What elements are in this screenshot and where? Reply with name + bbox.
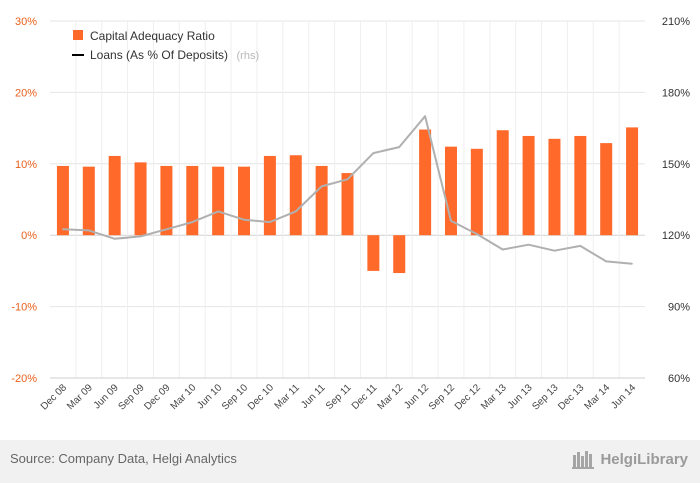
line-point	[269, 221, 271, 223]
bar	[496, 130, 509, 236]
line-point	[320, 185, 323, 188]
gridlines	[50, 20, 645, 379]
x-tick-label: Dec 11	[350, 382, 380, 412]
x-tick-label: Jun 12	[402, 382, 431, 411]
brand-logo: HelgiLibrary	[572, 449, 688, 469]
line-point	[527, 243, 530, 246]
bar	[626, 127, 639, 236]
y-left-tick-label: -20%	[11, 373, 37, 385]
line-point	[346, 178, 349, 181]
library-icon	[572, 451, 595, 469]
chart: -20% -10% 0% 10% 20% 30% 60% 90% 120% 150% 180% 21…	[11, 16, 690, 413]
line-point	[62, 228, 64, 231]
x-tick-label: Sep 09	[116, 382, 146, 412]
y-left-tick-label: 10%	[15, 159, 37, 171]
footer: Source: Company Data, Helgi Analytics He…	[0, 440, 700, 483]
legend-label-line-text: Loans (As % Of Deposits)	[90, 48, 228, 62]
y-axis-left: -20% -10% 0% 10% 20% 30%	[11, 16, 37, 385]
line-point	[424, 115, 426, 117]
bar	[82, 166, 95, 236]
x-tick-label: Mar 11	[273, 382, 303, 412]
y-right-tick-label: 180%	[662, 87, 690, 99]
bar	[444, 146, 457, 236]
x-tick-label: Jun 11	[299, 382, 328, 411]
bar	[341, 173, 354, 236]
bar	[238, 166, 251, 236]
y-left-tick-label: 20%	[15, 87, 37, 99]
y-right-tick-label: 90%	[668, 302, 690, 314]
line-point	[398, 146, 401, 148]
x-tick-label: Jun 13	[506, 382, 535, 411]
x-tick-label: Jun 14	[609, 382, 638, 411]
legend-swatch-bar	[73, 30, 83, 40]
y-left-tick-label: 0%	[21, 230, 37, 242]
y-right-tick-label: 60%	[668, 373, 690, 385]
bar	[367, 235, 380, 271]
y-left-tick-label: 30%	[15, 16, 37, 28]
y-right-tick-label: 120%	[662, 230, 690, 242]
bar	[186, 165, 199, 236]
bar	[470, 148, 483, 236]
line-point	[631, 262, 633, 265]
line-point	[450, 220, 452, 222]
x-tick-label: Mar 10	[169, 382, 199, 412]
x-tick-label: Dec 12	[453, 382, 483, 412]
bar	[160, 165, 173, 236]
legend-label-line: Loans (As % Of Deposits) (rhs)	[90, 46, 259, 63]
bar	[574, 135, 587, 236]
line-point	[165, 228, 168, 231]
legend: Capital Adequacy Ratio Loans (As % Of De…	[72, 29, 259, 63]
x-tick-label: Jun 09	[92, 382, 121, 411]
x-tick-label: Dec 09	[142, 382, 172, 412]
bar	[315, 165, 328, 236]
x-tick-label: Sep 11	[324, 382, 354, 412]
bar	[393, 235, 406, 274]
y-left-tick-label: -10%	[11, 302, 37, 314]
legend-label-line-suffix: (rhs)	[237, 50, 260, 62]
bar	[419, 129, 432, 236]
y-axis-right: 60% 90% 120% 150% 180% 210%	[662, 16, 690, 385]
bar	[108, 155, 121, 236]
x-tick-label: Jun 10	[195, 382, 224, 411]
line-point	[88, 229, 90, 232]
line-point	[139, 235, 142, 238]
line-point	[553, 249, 556, 252]
bar	[263, 155, 276, 236]
source-note: Source: Company Data, Helgi Analytics	[10, 451, 237, 466]
line-point	[372, 152, 375, 154]
line-point	[501, 248, 504, 251]
line-point	[579, 245, 582, 247]
line-point	[217, 210, 219, 213]
line-point	[294, 210, 297, 213]
brand-name: HelgiLibrary	[600, 450, 688, 468]
line-point	[243, 218, 245, 221]
bar	[56, 165, 69, 236]
x-tick-label: Mar 09	[65, 382, 95, 412]
x-tick-label: Dec 08	[39, 382, 69, 412]
y-right-tick-label: 150%	[662, 159, 690, 171]
line-point	[191, 221, 194, 223]
x-tick-label: Dec 13	[556, 382, 586, 412]
x-tick-label: Mar 12	[376, 382, 406, 412]
y-right-tick-label: 210%	[662, 16, 690, 28]
line-point	[605, 260, 607, 263]
x-tick-label: Mar 14	[583, 382, 613, 412]
x-tick-label: Mar 13	[479, 382, 509, 412]
bar	[289, 155, 302, 236]
x-tick-label: Sep 13	[530, 382, 560, 412]
bar-series	[56, 127, 639, 274]
bar	[600, 143, 613, 236]
x-tick-label: Sep 10	[220, 382, 250, 412]
x-tick-label: Dec 10	[246, 382, 276, 412]
legend-label-bar: Capital Adequacy Ratio	[90, 29, 215, 43]
line-point	[113, 237, 116, 240]
x-tick-label: Sep 12	[427, 382, 457, 412]
bar	[548, 138, 561, 236]
bar	[134, 162, 147, 236]
line-series	[62, 115, 633, 265]
bar	[522, 135, 535, 236]
bar	[212, 166, 225, 236]
line-point	[476, 233, 478, 235]
